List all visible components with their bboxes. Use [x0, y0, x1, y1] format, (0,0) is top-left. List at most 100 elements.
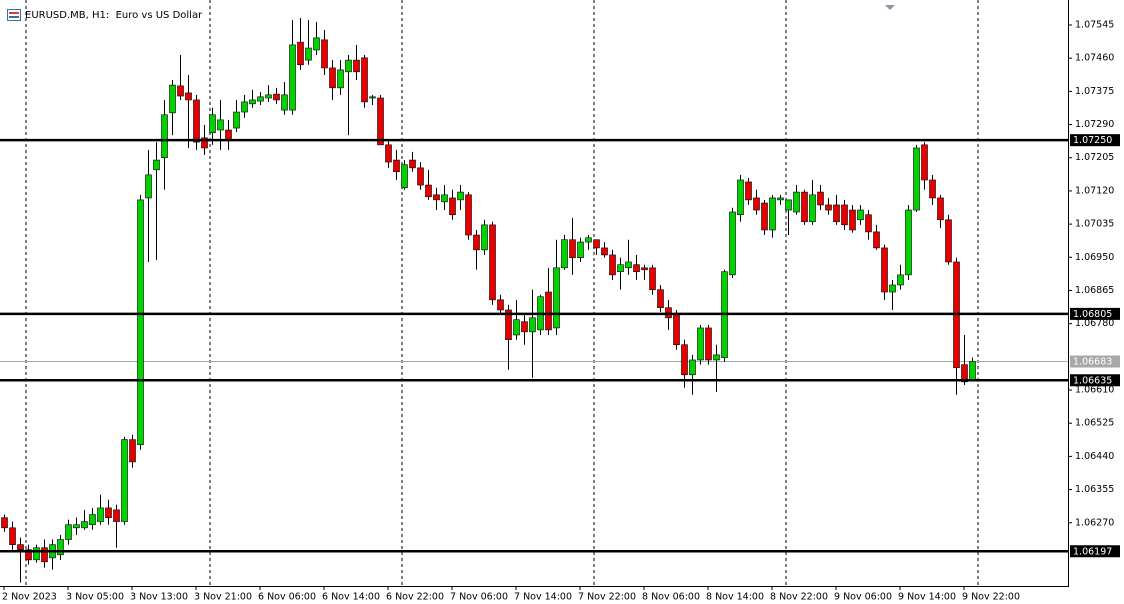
y-tick-label: 1.06950: [1075, 252, 1114, 263]
candle-body: [369, 96, 376, 99]
candle-body: [393, 159, 400, 173]
candle-body: [305, 47, 312, 61]
candle-body: [625, 261, 632, 269]
candle-body: [129, 439, 136, 463]
x-tick-label: 8 Nov 06:00: [642, 592, 700, 603]
level-label-box: [1070, 307, 1120, 320]
candle-body: [345, 59, 352, 73]
candle-body: [89, 514, 96, 526]
candle-body: [177, 85, 184, 97]
candle-body: [545, 291, 552, 331]
candle-body: [409, 159, 416, 169]
candle-body: [521, 321, 528, 333]
candle-body: [937, 197, 944, 221]
candle-body: [881, 247, 888, 293]
candle-body: [889, 284, 896, 293]
level-label: 1.06635: [1073, 375, 1112, 386]
candle-body: [681, 344, 688, 376]
candle-body: [161, 114, 168, 159]
y-tick-label: 1.06525: [1075, 418, 1114, 429]
candle-body: [33, 547, 40, 561]
candle-body: [361, 57, 368, 103]
level-label-box: [1070, 374, 1120, 387]
x-tick-label: 9 Nov 06:00: [834, 592, 892, 603]
candle-body: [145, 174, 152, 199]
symbol-icon: [7, 9, 21, 21]
candle-body: [73, 524, 80, 529]
x-tick-label: 9 Nov 14:00: [898, 592, 956, 603]
y-tick-label: 1.07205: [1075, 152, 1114, 163]
candle-body: [449, 197, 456, 216]
candle-body: [121, 439, 128, 522]
candle-body: [377, 97, 384, 146]
candle-body: [793, 191, 800, 213]
candle-body: [209, 114, 216, 134]
y-tick-label: 1.06440: [1075, 451, 1114, 462]
candle-body: [273, 93, 280, 101]
candle-body: [585, 237, 592, 243]
candle-body: [17, 544, 24, 550]
x-tick-label: 7 Nov 14:00: [514, 592, 572, 603]
candle-body: [689, 359, 696, 376]
candle-body: [433, 194, 440, 201]
level-label: 1.06805: [1073, 309, 1112, 320]
y-tick-label: 1.07120: [1075, 185, 1114, 196]
candle-body: [617, 264, 624, 273]
icon-frame: [7, 9, 21, 21]
candle-body: [25, 549, 32, 561]
candle-body: [897, 274, 904, 286]
candle-body: [921, 144, 928, 181]
candle-body: [577, 241, 584, 258]
candle-body: [601, 247, 608, 256]
y-tick-label: 1.07460: [1075, 53, 1114, 64]
candle-body: [249, 99, 256, 105]
candle-body: [873, 231, 880, 249]
candle-body: [65, 524, 72, 540]
y-tick-label: 1.07290: [1075, 119, 1114, 130]
candle-body: [529, 317, 536, 333]
candle-body: [713, 354, 720, 361]
candle-body: [865, 214, 872, 233]
candle-body: [153, 159, 160, 171]
candle-body: [81, 521, 88, 529]
candle-body: [841, 204, 848, 226]
candle-body: [329, 67, 336, 89]
candle-body: [569, 239, 576, 258]
candle-body: [281, 94, 288, 111]
current-price-box: [1070, 355, 1120, 368]
candle-body: [697, 327, 704, 361]
icon-bar: [9, 12, 19, 14]
x-tick-label: 3 Nov 05:00: [66, 592, 124, 603]
candle-body: [561, 239, 568, 269]
candle-body: [761, 202, 768, 231]
candle-body: [425, 184, 432, 198]
candle-body: [169, 84, 176, 114]
candle-body: [313, 37, 320, 51]
candle-body: [969, 361, 976, 381]
x-tick-label: 3 Nov 21:00: [194, 592, 252, 603]
candle-body: [417, 167, 424, 186]
candle-body: [641, 267, 648, 271]
candle-body: [401, 164, 408, 189]
shift-marker: [885, 5, 895, 10]
candle-body: [201, 137, 208, 149]
candle-body: [593, 239, 600, 249]
candle-body: [353, 59, 360, 73]
candle-body: [929, 179, 936, 199]
candle-body: [193, 99, 200, 143]
candle-body: [673, 314, 680, 346]
y-tick-label: 1.07375: [1075, 86, 1114, 97]
candle-body: [137, 199, 144, 445]
candle-body: [817, 191, 824, 206]
candle-body: [265, 94, 272, 99]
candle-body: [257, 96, 264, 102]
candle-body: [241, 101, 248, 113]
candle-body: [57, 539, 64, 556]
icon-bar: [9, 16, 19, 18]
candle-body: [769, 197, 776, 231]
candle-body: [657, 289, 664, 308]
candle-body: [809, 194, 816, 223]
